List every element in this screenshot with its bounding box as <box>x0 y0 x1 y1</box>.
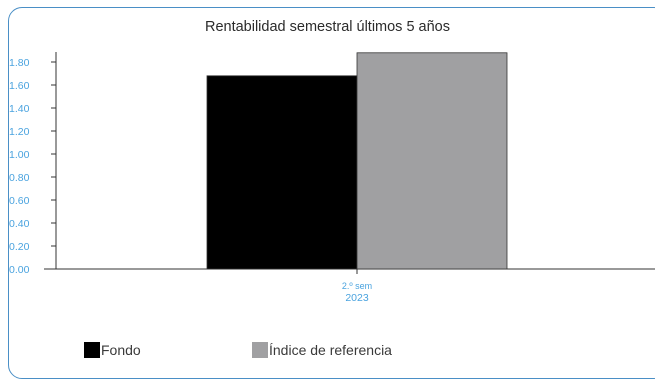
y-tick-label: 0.20 <box>9 241 30 253</box>
bars <box>206 52 508 270</box>
y-tick-label: 1.80 <box>9 57 30 69</box>
y-tick-label: 1.20 <box>9 126 30 138</box>
y-tick-label: 0.60 <box>9 195 30 207</box>
x-tick-label: 2.º sem <box>342 281 372 291</box>
y-tick-label: 1.00 <box>9 149 30 161</box>
bar-chart-plot: 0.00 0.20 0.40 0.60 0.80 1.00 1.20 1.40 1.60 1.80… <box>9 52 655 304</box>
bar-indice <box>356 52 508 270</box>
y-tick-label: 0.40 <box>9 218 30 230</box>
bar-fondo <box>206 75 358 270</box>
legend-item-fondo: Fondo <box>84 342 141 358</box>
y-tick-label: 0.80 <box>9 172 30 184</box>
y-tick-label: 1.40 <box>9 103 30 115</box>
y-tick-label: 0.00 <box>9 264 30 276</box>
legend-swatch-fondo <box>84 342 100 358</box>
legend-swatch-indice <box>252 342 268 358</box>
x-tick-label-year: 2023 <box>345 292 369 304</box>
chart-title: Rentabilidad semestral últimos 5 años <box>204 19 450 35</box>
legend-item-indice: Índice de referencia <box>252 342 392 358</box>
y-axis-ticks: 0.00 0.20 0.40 0.60 0.80 1.00 1.20 1.40 1.60 1.80 <box>9 57 56 276</box>
legend-label-indice: Índice de referencia <box>269 342 392 358</box>
y-tick-label: 1.60 <box>9 80 30 92</box>
legend-label-fondo: Fondo <box>101 342 141 358</box>
